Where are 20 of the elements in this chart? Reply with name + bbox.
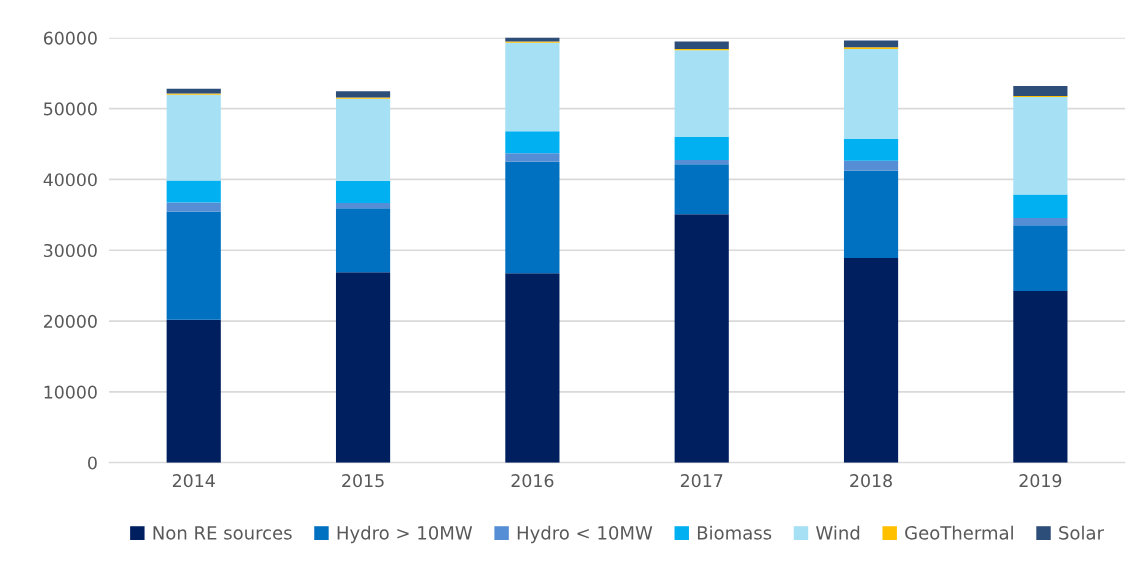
legend-label: Hydro < 10MW — [517, 525, 653, 544]
legend-label: Hydro > 10MW — [337, 525, 473, 544]
y-tick-label: 30000 — [44, 243, 97, 258]
legend-label: Solar — [1059, 525, 1104, 540]
y-tick-label: 10000 — [44, 385, 97, 399]
y-tick-label: 50000 — [44, 102, 97, 116]
legend-label: Biomass — [697, 525, 772, 540]
x-tick-label: 2016 — [511, 474, 554, 488]
y-tick-label: 40000 — [43, 173, 97, 187]
y-tick-label: 60000 — [43, 31, 97, 45]
y-tick-label: 20000 — [43, 314, 97, 328]
x-tick-label: 2014 — [172, 474, 215, 488]
legend-label: GeoThermal — [905, 525, 1013, 540]
x-tick-label: 2018 — [850, 474, 892, 488]
x-tick-label: 2015 — [342, 474, 384, 488]
legend-label: Wind — [816, 525, 860, 540]
x-tick-label: 2019 — [1019, 474, 1062, 488]
y-tick-label: 0 — [88, 456, 97, 470]
legend-label: Non RE sources — [153, 526, 292, 540]
x-tick-label: 2017 — [680, 474, 723, 488]
